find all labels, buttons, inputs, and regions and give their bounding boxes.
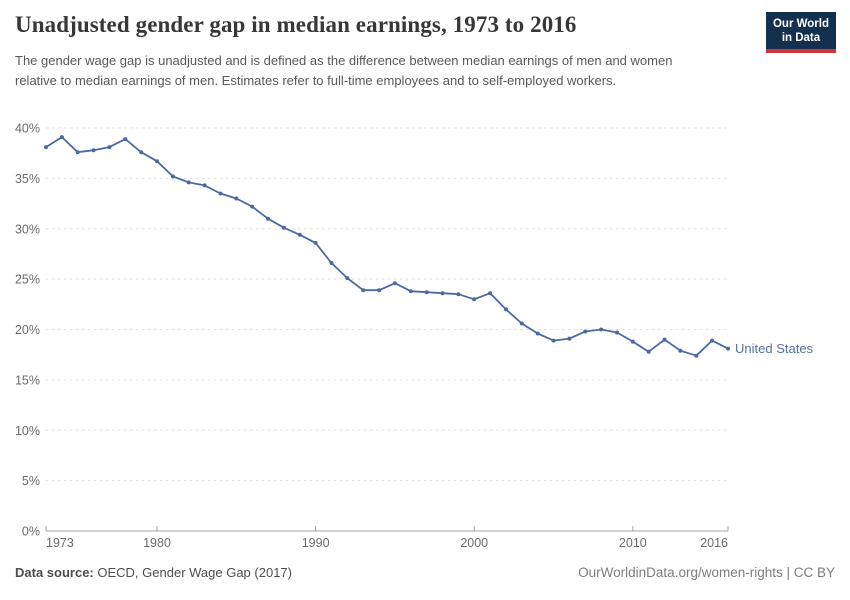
data-source-value: OECD, Gender Wage Gap (2017) (97, 565, 292, 580)
owid-logo: Our World in Data (765, 12, 836, 53)
data-point (202, 183, 207, 188)
x-tick-label: 2010 (619, 536, 647, 550)
y-tick-label: 40% (15, 122, 40, 136)
x-tick-label: 2000 (460, 536, 488, 550)
y-tick-label: 30% (15, 222, 40, 236)
data-point (44, 145, 48, 150)
page-title: Unadjusted gender gap in median earnings… (15, 12, 577, 37)
data-point (424, 290, 429, 295)
data-point (630, 339, 635, 344)
data-point (662, 337, 667, 342)
data-point (281, 225, 286, 230)
data-point (392, 281, 397, 286)
x-tick-label: 1980 (143, 536, 171, 550)
data-source-label: Data source: (15, 565, 94, 580)
data-point (75, 150, 80, 155)
owid-logo-line1: Our World (772, 18, 829, 30)
data-point (519, 321, 524, 326)
data-point (59, 135, 64, 140)
data-point (361, 288, 366, 293)
y-tick-label: 20% (15, 323, 40, 337)
x-tick-label: 2016 (700, 536, 728, 550)
series-end-label: United States (735, 341, 814, 356)
series-line (45, 136, 729, 357)
data-point (488, 291, 493, 296)
data-point (313, 240, 318, 245)
data-point (504, 307, 508, 312)
data-point (250, 204, 255, 209)
y-axis-labels: 0% 5% 10% 15% 20% 25% 30% 35% 40% (15, 122, 40, 539)
data-point (91, 148, 96, 153)
data-point (583, 329, 588, 334)
x-tick-label: 1973 (46, 536, 74, 550)
y-tick-label: 15% (15, 373, 40, 387)
data-point (408, 289, 413, 294)
chart-subtitle: The gender wage gap is unadjusted and is… (15, 53, 673, 88)
y-tick-label: 5% (22, 474, 40, 488)
data-point (694, 353, 699, 358)
data-point (535, 331, 540, 336)
data-point (599, 327, 604, 332)
data-point (345, 276, 350, 281)
data-point (329, 261, 334, 265)
data-point (551, 338, 556, 343)
y-tick-label: 25% (15, 273, 40, 287)
credit-line: OurWorldinData.org/women-rights | CC BY (578, 565, 835, 580)
data-point (472, 297, 477, 302)
data-point (678, 348, 683, 353)
data-point (155, 159, 159, 164)
data-point (266, 216, 270, 221)
data-point (234, 196, 239, 201)
data-point (567, 336, 572, 341)
y-tick-label: 0% (22, 525, 40, 539)
data-point (186, 180, 191, 185)
data-source: Data source: OECD, Gender Wage Gap (2017… (15, 565, 292, 580)
data-point (218, 191, 223, 196)
x-axis-labels: 1973 1980 1990 2000 2010 2016 (46, 536, 728, 550)
data-point (646, 349, 651, 354)
x-tick-label: 1990 (302, 536, 330, 550)
y-tick-label: 35% (15, 172, 40, 186)
data-point (710, 338, 715, 343)
data-point (139, 150, 144, 155)
gridlines (46, 127, 728, 482)
data-point (107, 145, 112, 150)
data-point (377, 288, 382, 293)
data-point (170, 174, 175, 179)
data-point (615, 330, 619, 335)
owid-logo-line2: in Data (781, 32, 821, 45)
y-tick-label: 10% (15, 424, 40, 438)
data-point (123, 137, 128, 142)
data-point (297, 232, 302, 237)
data-point (456, 292, 461, 297)
x-axis (45, 526, 729, 532)
data-point (440, 291, 445, 296)
series-united-states: United States (44, 135, 814, 358)
data-point (726, 346, 730, 351)
